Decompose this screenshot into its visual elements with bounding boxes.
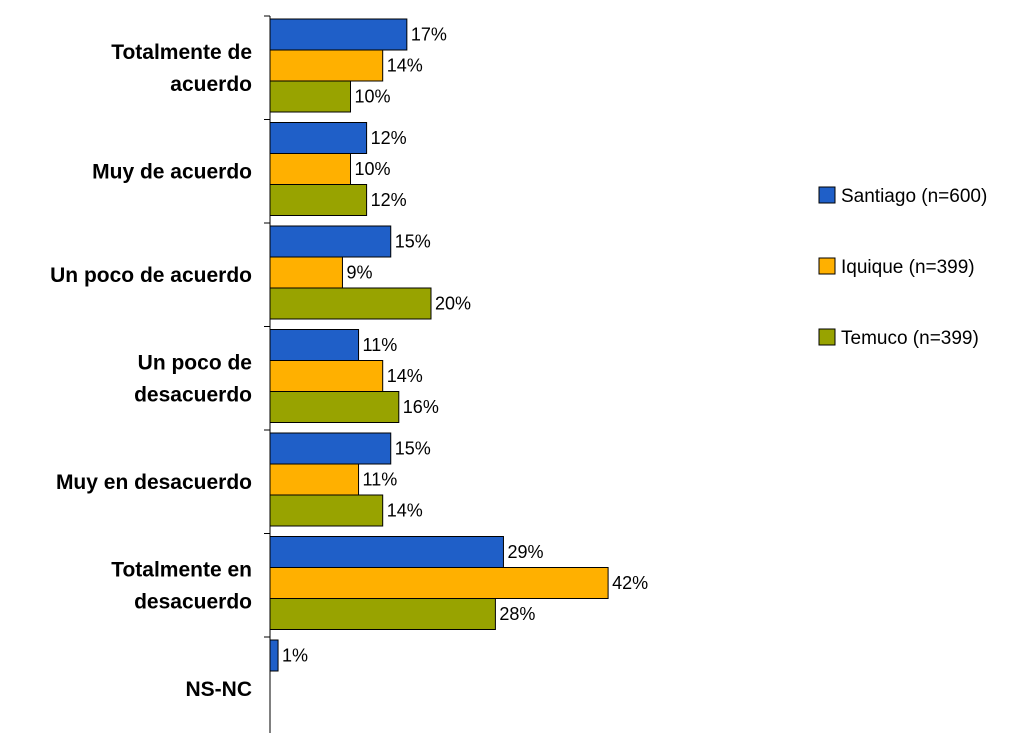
bar (269, 391, 400, 423)
data-label: 29% (507, 542, 543, 562)
category-tick-label: Muy en desacuerdo (56, 471, 252, 494)
bar (269, 256, 343, 289)
data-label: 14% (387, 501, 423, 521)
category-tick-label: Totalmente de acuerdo (111, 41, 252, 96)
bar (269, 463, 360, 496)
legend-swatch (818, 186, 836, 204)
bar (269, 287, 432, 320)
category-tick-label: Un poco de desacuerdo (134, 351, 252, 406)
data-label: 20% (435, 294, 471, 314)
data-label: 14% (387, 56, 423, 76)
legend-swatch (818, 328, 836, 346)
bar (269, 432, 392, 465)
category-tick-label: Un poco de acuerdo (50, 264, 252, 287)
category-tick-label: Muy de acuerdo (92, 160, 252, 183)
data-label: 9% (346, 263, 372, 283)
data-label: 28% (499, 604, 535, 624)
legend: Santiago (n=600) Iquique (n=399) Temuco (n… (818, 186, 987, 349)
category-labels: Totalmente de acuerdo Muy de acuerdo Un poc… (50, 41, 252, 701)
category-tick-label: NS-NC (186, 678, 253, 701)
bar (269, 567, 609, 599)
data-label: 12% (371, 128, 407, 148)
data-label: 15% (395, 232, 431, 252)
data-label: 14% (387, 366, 423, 386)
bars (269, 18, 609, 672)
bar (269, 598, 496, 630)
bar (269, 18, 408, 51)
bar (269, 536, 504, 568)
legend-swatch (818, 257, 836, 275)
data-label: 11% (363, 470, 398, 490)
bar (269, 153, 351, 185)
bar (269, 494, 384, 527)
data-label: 15% (395, 439, 431, 459)
legend-label: Santiago (n=600) (841, 186, 987, 207)
bar (269, 80, 351, 113)
bar (269, 225, 392, 258)
category-axis (264, 15, 271, 733)
legend-label: Temuco (n=399) (841, 328, 979, 349)
bar (269, 639, 279, 672)
data-label: 10% (355, 159, 391, 179)
data-label: 1% (282, 646, 308, 666)
bar (269, 49, 384, 82)
bar (269, 360, 384, 392)
value-labels: 17% 14% 10% 12% 10% 12% 15% 9% 20% 11% 14% 16% 15% 11… (282, 25, 648, 666)
bar (269, 184, 368, 216)
legend-label: Iquique (n=399) (841, 257, 975, 278)
data-label: 10% (355, 87, 391, 107)
data-label: 17% (411, 25, 447, 45)
data-label: 11% (363, 335, 398, 355)
data-label: 12% (371, 190, 407, 210)
bar (269, 329, 360, 361)
data-label: 16% (403, 397, 439, 417)
data-label: 42% (612, 573, 648, 593)
category-tick-label: Totalmente en desacuerdo (111, 558, 252, 613)
bar (269, 122, 368, 154)
